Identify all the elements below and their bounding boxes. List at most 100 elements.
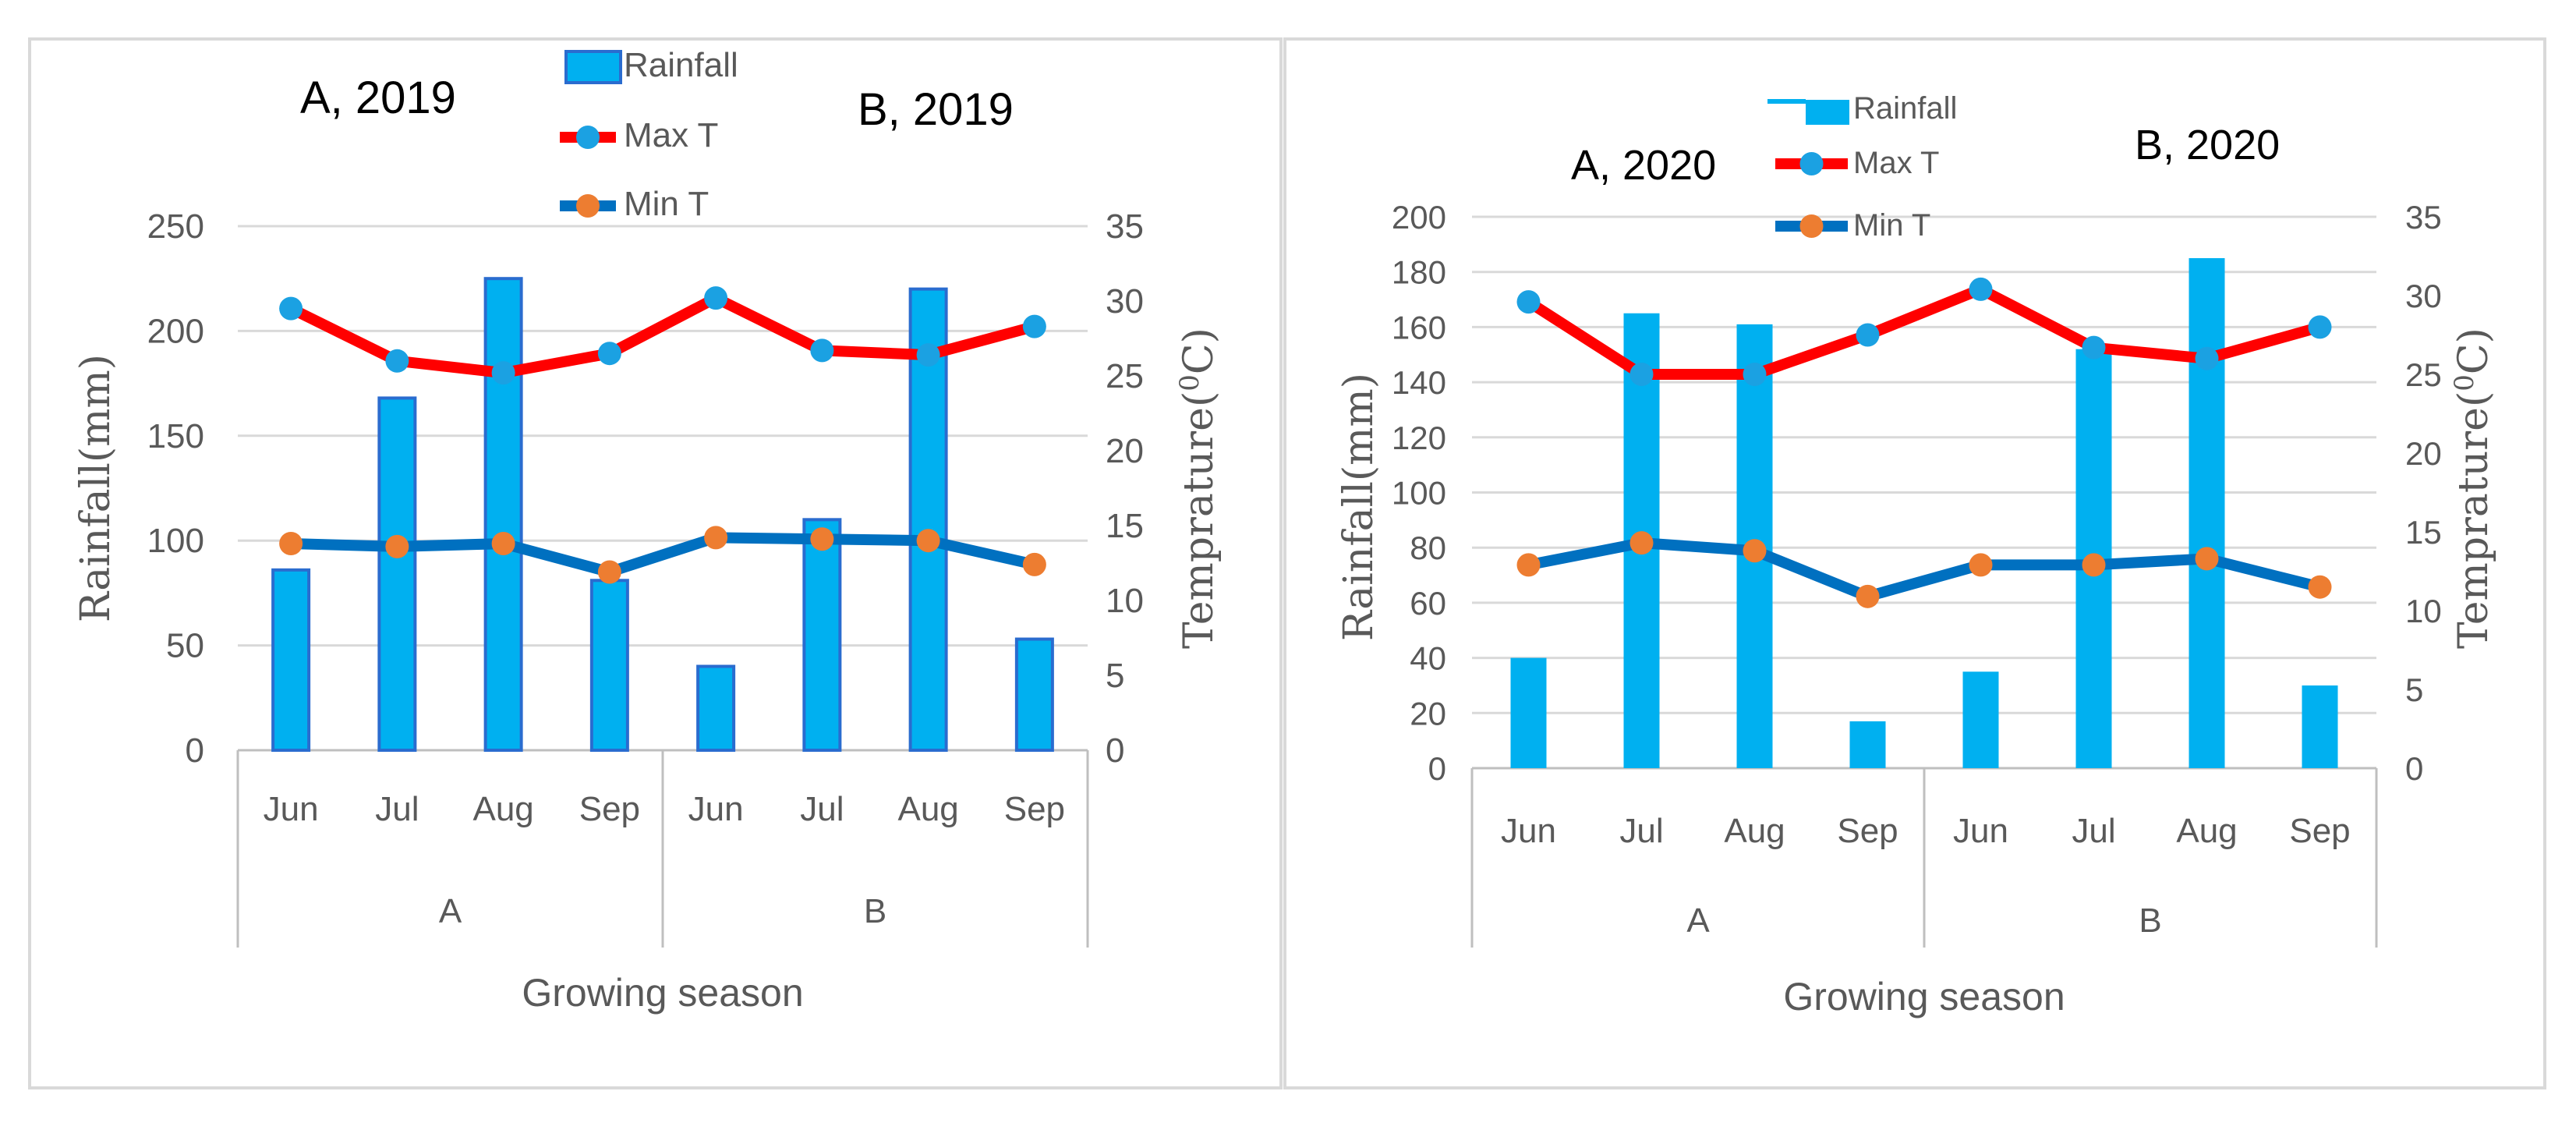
- x-tick-label: Sep: [579, 790, 640, 828]
- rainfall-bar: [802, 518, 842, 752]
- max-t-line: [1523, 283, 2326, 380]
- rainfall-bar: [2302, 685, 2338, 768]
- y2-tick-label: 20: [2405, 435, 2442, 472]
- min-t-line: [285, 532, 1040, 578]
- min-t-marker: [1629, 531, 1654, 555]
- max-t-marker: [1969, 277, 1993, 301]
- rainfall-bar: [271, 568, 311, 752]
- x-axis-title: Growing season: [1783, 975, 2065, 1018]
- min-t-marker: [810, 527, 834, 551]
- y2-tick-label: 25: [1106, 357, 1144, 395]
- max-t-marker: [810, 338, 834, 363]
- group-label: A: [439, 892, 462, 930]
- max-t-marker: [1856, 323, 1880, 347]
- y-tick-label: 160: [1392, 309, 1446, 345]
- y-tick-label: 200: [1392, 199, 1446, 236]
- y2-tick-label: 30: [1106, 282, 1144, 321]
- y-tick-label: 80: [1410, 530, 1446, 566]
- y-tick-label: 120: [1392, 420, 1446, 456]
- legend-label: Max T: [624, 116, 718, 154]
- min-t-marker: [1743, 539, 1767, 563]
- y2-tick-label: 25: [2405, 356, 2442, 393]
- y-tick-label: 250: [147, 207, 204, 246]
- x-tick-label: Jul: [800, 790, 844, 828]
- y-tick-label: 50: [166, 627, 204, 665]
- x-tick-label: Aug: [897, 790, 958, 828]
- y2-axis-title: Temprature(0C): [1174, 328, 1223, 649]
- panel-label: B, 2020: [2135, 122, 2280, 168]
- y-tick-label: 100: [1392, 475, 1446, 512]
- y-tick-label: 0: [186, 732, 204, 770]
- legend-rainfall-swatch: [1806, 100, 1849, 125]
- y2-axis-title-sup: 0: [1174, 374, 1205, 391]
- max-t-marker: [1629, 363, 1654, 386]
- rainfall-bar: [1962, 671, 1999, 768]
- x-tick-label: Sep: [1004, 790, 1065, 828]
- min-t-marker: [2082, 553, 2106, 577]
- legend-max-t-marker: [1799, 152, 1824, 175]
- x-axis-title: Growing season: [522, 971, 803, 1015]
- legend-min-t-marker: [1799, 214, 1824, 238]
- rainfall-bar: [696, 664, 736, 752]
- y2-tick-label: 5: [1106, 657, 1124, 695]
- rainfall-bar: [1510, 657, 1547, 768]
- y2-axis-title-sup: 0: [2449, 374, 2480, 391]
- y2-tick-label: 35: [2405, 199, 2442, 236]
- y2-tick-label: 10: [1106, 582, 1144, 620]
- min-t-marker: [597, 560, 621, 584]
- max-t-marker: [916, 343, 940, 367]
- group-label: B: [2139, 902, 2161, 940]
- x-tick-label: Sep: [1837, 812, 1898, 850]
- legend-label: Min T: [624, 185, 709, 223]
- min-t-marker: [385, 534, 409, 558]
- min-t-marker: [1516, 553, 1541, 577]
- min-t-marker: [1969, 553, 1993, 577]
- y-tick-label: 140: [1392, 364, 1446, 401]
- x-tick-label: Jun: [264, 790, 319, 828]
- rainfall-bar: [2189, 258, 2225, 768]
- rainfall-bar: [377, 396, 417, 752]
- y2-tick-label: 15: [2405, 514, 2442, 551]
- y2-axis-title-unit: C): [2450, 328, 2497, 374]
- y2-axis-title-text: Temprature(: [2450, 391, 2497, 649]
- x-tick-label: Aug: [2176, 812, 2237, 850]
- chart-2019: 0 50 100 150 200 250 0 5 10 15 20 25 30 35 Jun Jul Aug Se…: [73, 46, 1223, 1015]
- max-t-marker: [1743, 363, 1767, 386]
- max-t-line: [285, 292, 1040, 379]
- y-tick-label: 100: [147, 522, 204, 560]
- legend-label: Min T: [1853, 208, 1930, 243]
- chart-2020: 0 20 40 60 80 100 120 140 160 180 200 0 5 10 15 20 25 30 3…: [1336, 91, 2497, 1018]
- min-t-marker: [491, 532, 515, 556]
- min-t-marker: [279, 532, 303, 556]
- x-tick-label: Jun: [1501, 812, 1556, 850]
- x-tick-label: Aug: [472, 790, 533, 828]
- y2-tick-label: 20: [1106, 432, 1144, 470]
- x-tick-label: Jul: [2072, 812, 2115, 850]
- panel-2020-frame: [1283, 37, 2546, 1089]
- x-tick-label: Jun: [688, 790, 744, 828]
- y-tick-label: 200: [147, 312, 204, 350]
- panel-label: A, 2019: [300, 73, 456, 123]
- legend-min-t-marker: [576, 194, 600, 218]
- panel-label: B, 2019: [858, 84, 1014, 135]
- y-tick-label: 60: [1410, 585, 1446, 622]
- legend-label: Rainfall: [624, 46, 738, 84]
- min-t-line: [1523, 537, 2326, 602]
- x-tick-label: Aug: [1724, 812, 1785, 850]
- y2-tick-label: 10: [2405, 593, 2442, 629]
- rainfall-bar: [483, 277, 523, 752]
- y2-tick-label: 0: [1106, 732, 1124, 770]
- x-tick-label: Sep: [2289, 812, 2350, 850]
- max-t-marker: [1516, 290, 1541, 314]
- min-t-marker: [704, 526, 728, 550]
- y2-axis-title-unit: C): [1176, 328, 1223, 374]
- y-tick-label: 40: [1410, 640, 1446, 677]
- y2-tick-label: 0: [2405, 750, 2423, 787]
- min-t-marker: [1022, 552, 1046, 576]
- x-tick-label: Jun: [1953, 812, 2008, 850]
- x-tick-label: Jul: [1619, 812, 1663, 850]
- min-t-marker: [916, 529, 940, 553]
- y2-axis-title-text: Temprature(: [1176, 391, 1223, 649]
- max-t-marker: [704, 286, 728, 310]
